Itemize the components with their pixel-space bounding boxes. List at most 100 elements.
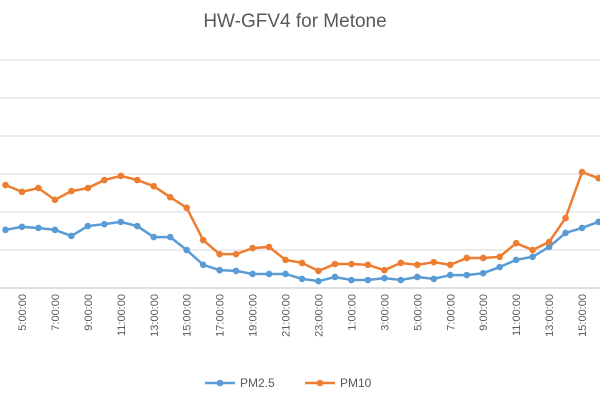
point (117, 172, 125, 180)
x-tick-label: 7:00:00 (445, 294, 457, 331)
x-tick-label: 5:00:00 (17, 294, 29, 331)
point (298, 275, 306, 283)
point (232, 267, 240, 275)
x-tick-label: 3:00:00 (379, 294, 391, 331)
point (166, 193, 174, 201)
point (2, 226, 9, 234)
point (2, 181, 9, 189)
legend-label: PM2.5 (240, 376, 275, 390)
point (68, 187, 75, 195)
line (5, 170, 599, 273)
point (496, 263, 503, 271)
point (265, 270, 273, 278)
point (512, 256, 520, 264)
point (133, 222, 141, 230)
point (512, 239, 520, 247)
point (101, 220, 108, 228)
point (496, 253, 503, 261)
point (463, 271, 471, 279)
point (381, 274, 388, 282)
x-tick-label: 5:00:00 (412, 294, 424, 331)
point (117, 218, 125, 226)
point (35, 224, 42, 232)
point (595, 174, 600, 182)
point (51, 196, 59, 204)
legend-marker (216, 379, 224, 387)
point (216, 266, 223, 274)
point (463, 254, 471, 262)
legend-label: PM10 (340, 376, 372, 390)
point (183, 204, 190, 212)
point (562, 229, 569, 237)
point (545, 238, 553, 246)
x-tick-label: 13:00:00 (149, 294, 161, 337)
point (265, 243, 273, 251)
point (183, 246, 190, 254)
point (150, 182, 158, 190)
point (51, 226, 59, 234)
x-tick-label: 13:00:00 (544, 294, 556, 337)
point (35, 184, 42, 192)
point (133, 176, 141, 184)
point (150, 233, 158, 241)
point (315, 277, 322, 285)
point (166, 233, 174, 241)
x-tick-label: 1:00:00 (346, 294, 358, 331)
point (298, 259, 306, 267)
x-tick-label: 15:00:00 (577, 294, 589, 337)
x-tick-label: 21:00:00 (281, 294, 293, 337)
point (101, 176, 108, 184)
point (84, 184, 92, 192)
point (529, 253, 536, 261)
x-tick-label: 19:00:00 (248, 294, 260, 337)
point (249, 270, 256, 278)
point (18, 188, 26, 196)
point (331, 260, 339, 268)
point (545, 243, 553, 251)
point (315, 267, 322, 275)
point (84, 222, 92, 230)
point (348, 260, 355, 268)
point (364, 261, 372, 269)
point (397, 259, 405, 267)
point (249, 244, 256, 252)
point (529, 246, 536, 254)
point (68, 232, 75, 240)
point (595, 218, 600, 226)
point (578, 224, 586, 232)
point (479, 269, 487, 277)
x-tick-label: 9:00:00 (478, 294, 490, 331)
x-tick-label: 15:00:00 (182, 294, 194, 337)
x-tick-label: 9:00:00 (83, 294, 95, 331)
point (430, 258, 438, 266)
point (414, 273, 421, 281)
point (446, 261, 454, 269)
point (414, 261, 421, 269)
point (578, 168, 586, 176)
x-tick-label: 7:00:00 (50, 294, 62, 331)
point (331, 273, 339, 281)
x-tick-label: 11:00:00 (511, 294, 523, 336)
point (381, 266, 388, 274)
point (18, 223, 26, 231)
legend-marker (316, 379, 324, 387)
chart-title: HW-GFV4 for Metone (203, 11, 386, 32)
point (562, 214, 569, 222)
point (199, 261, 207, 269)
point (216, 250, 223, 258)
point (397, 276, 405, 284)
point (348, 276, 355, 284)
x-tick-label: 17:00:00 (215, 294, 227, 337)
point (232, 250, 240, 258)
point (364, 276, 372, 284)
point (446, 271, 454, 279)
point (282, 256, 289, 264)
x-tick-label: 11:00:00 (116, 294, 128, 336)
point (199, 236, 207, 244)
point (282, 270, 289, 278)
x-tick-label: 23:00:00 (313, 294, 325, 337)
point (430, 275, 438, 283)
point (479, 254, 487, 262)
line (5, 220, 599, 283)
